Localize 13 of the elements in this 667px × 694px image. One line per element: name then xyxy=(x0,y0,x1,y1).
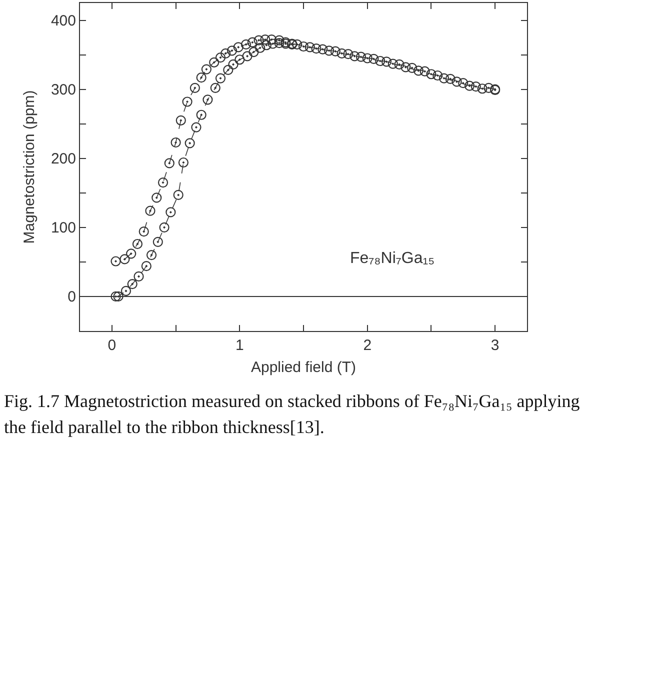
x-tick-label: 1 xyxy=(235,337,244,354)
x-axis-title: Applied field (T) xyxy=(250,359,356,376)
y-tick-label: 0 xyxy=(68,288,76,306)
y-tick-label: 100 xyxy=(50,220,76,237)
annotation: Fe₇₈Ni₇Ga₁₅ xyxy=(350,250,435,267)
y-tick-label: 300 xyxy=(50,82,76,99)
x-tick-label: 0 xyxy=(108,337,116,354)
x-tick-label: 2 xyxy=(363,337,372,354)
y-tick-label: 400 xyxy=(50,12,76,30)
caption: Fig. 1.7 Magnetostriction measured on stacked ribbons of Fe₇₈Ni₇Ga₁₅ applying the field parallel to the ribbon thickness[13]. xyxy=(3,390,581,439)
y-axis-title: Magnetostriction (ppm) xyxy=(21,90,38,244)
y-tick-label: 200 xyxy=(50,150,76,168)
x-tick-label: 3 xyxy=(490,337,500,354)
